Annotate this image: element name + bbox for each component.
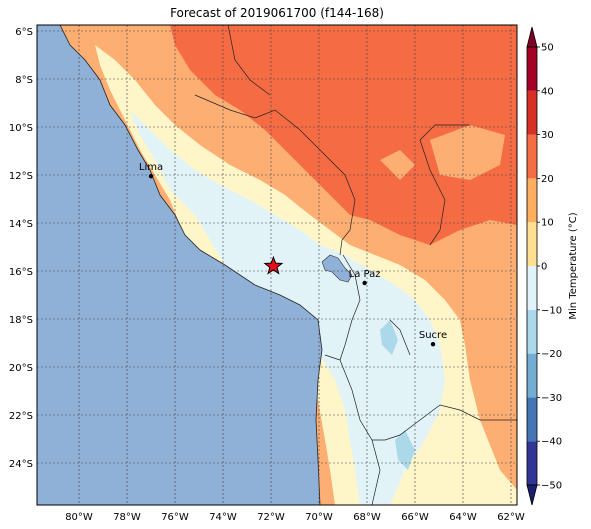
city-dot — [148, 174, 154, 179]
gridlines — [37, 25, 517, 505]
colorbar-segment — [527, 266, 537, 310]
lon-tick-label: 66°W — [401, 512, 429, 523]
lon-tick-label: 72°W — [257, 512, 285, 523]
colorbar-tick-label: 30 — [541, 130, 554, 141]
colorbar-segment — [527, 441, 537, 485]
colorbar-segment — [527, 222, 537, 266]
colorbar-segment — [527, 134, 537, 179]
colorbar-tick-label: 40 — [541, 86, 554, 97]
temp-patch-10-20 — [255, 155, 290, 185]
border — [194, 25, 517, 505]
lat-tick-label: 20°S — [9, 363, 33, 374]
lat-tick-label: 12°S — [9, 171, 33, 182]
lon-tick-label: 70°W — [305, 512, 333, 523]
lat-tick-label: 8°S — [15, 75, 33, 86]
city-label: La Paz — [349, 269, 381, 280]
colorbar-tick-label: 10 — [541, 218, 554, 229]
colorbar: 50 40 30 20 10 0 −10 −20 −30 −40 −50 Min Temperatur… — [526, 26, 579, 506]
colorbar-segment — [527, 397, 537, 442]
city-label: Sucre — [419, 330, 447, 341]
lon-tick-label: 62°W — [497, 512, 525, 523]
city-dot — [430, 342, 436, 347]
coastline — [59, 25, 323, 505]
city-label: Lima — [139, 162, 163, 173]
lat-tick-label: 14°S — [9, 219, 33, 230]
colorbar-tick-label: −30 — [541, 393, 562, 404]
map-frame — [36, 24, 518, 506]
colorbar-extend-low — [526, 484, 538, 506]
star-marker-icon — [263, 255, 284, 275]
colorbar-segment — [527, 178, 537, 223]
lat-tick-label: 10°S — [9, 123, 33, 134]
colorbar-tick-label: 0 — [541, 262, 547, 273]
lon-tick-label: 78°W — [113, 512, 141, 523]
lat-tick-label: 24°S — [9, 459, 33, 470]
colorbar-segment — [527, 353, 537, 398]
colorbar-tick-label: 20 — [541, 174, 554, 185]
colorbar-tick-label: −50 — [541, 481, 562, 492]
colorbar-tick-label: −40 — [541, 437, 562, 448]
temp-patch-10-20 — [430, 125, 505, 180]
lon-tick-label: 76°W — [161, 512, 189, 523]
colorbar-tick-label: −20 — [541, 349, 562, 360]
lon-tick-label: 80°W — [65, 512, 93, 523]
colorbar-tick-label: −10 — [541, 305, 562, 316]
colorbar-segment — [527, 90, 537, 135]
lon-tick-label: 68°W — [353, 512, 381, 523]
ocean — [37, 25, 322, 505]
lat-tick-label: 6°S — [15, 27, 33, 38]
lon-tick-label: 64°W — [449, 512, 477, 523]
lat-tick-label: 16°S — [9, 267, 33, 278]
colorbar-tick-label: 50 — [541, 43, 554, 54]
city-dot — [362, 280, 367, 286]
temp-patch-neg20-neg10 — [395, 430, 415, 470]
map-title: Forecast of 2019061700 (f144-168) — [170, 6, 384, 20]
colorbar-label: Min Temperature (°C) — [568, 212, 579, 319]
temp-patch-neg20-neg10 — [380, 320, 398, 355]
colorbar-segment — [527, 309, 537, 354]
lake-titicaca — [321, 254, 353, 283]
lat-tick-label: 22°S — [9, 411, 33, 422]
colorbar-segment — [527, 47, 537, 91]
lat-tick-label: 18°S — [9, 315, 33, 326]
lon-tick-label: 74°W — [209, 512, 237, 523]
temp-patch-10-20 — [380, 150, 415, 180]
colorbar-extend-high — [526, 26, 538, 48]
